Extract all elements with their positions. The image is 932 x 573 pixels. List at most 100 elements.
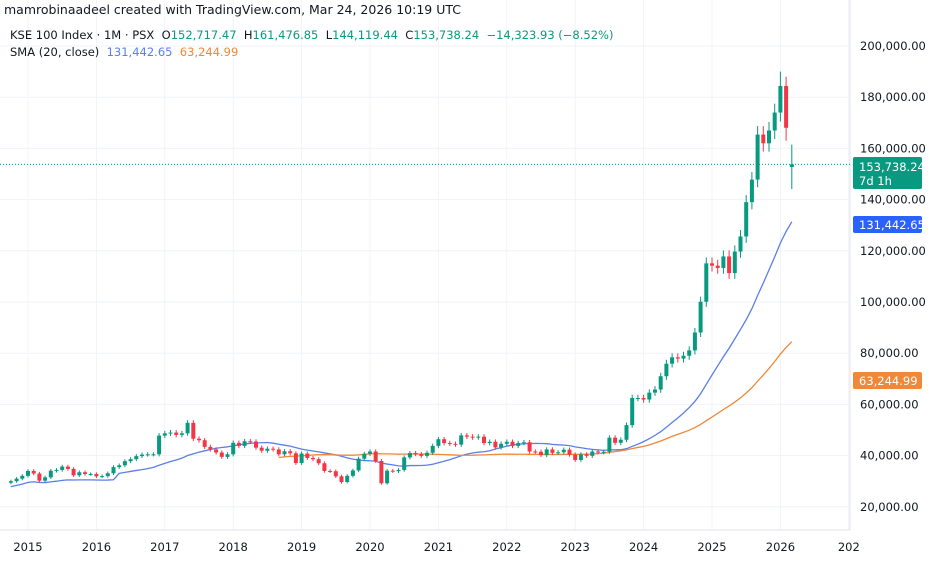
candle-body (721, 256, 726, 268)
candle-body (117, 465, 122, 468)
time-tick-label: 2018 (219, 540, 248, 554)
candle-body (430, 445, 435, 453)
candle-body (624, 425, 629, 440)
candle-body (145, 454, 150, 456)
candle-body (185, 422, 190, 434)
candle-body (704, 263, 709, 302)
candle-body (419, 454, 424, 456)
candle-body (311, 457, 315, 460)
candle-body (521, 442, 526, 444)
candle-body (282, 451, 287, 455)
candle-body (573, 454, 578, 460)
high-prefix: H (243, 28, 253, 42)
indicator-name[interactable]: SMA (20, close) (10, 45, 100, 59)
candle-body (789, 164, 794, 168)
candle-body (14, 478, 19, 482)
price-labels: 153,738.24 7d 1h 131,442.65 63,244.99 (853, 157, 925, 389)
candle-body (350, 470, 355, 476)
candle-body (635, 398, 640, 399)
sma-slow-line (278, 341, 793, 459)
candle-body (225, 454, 230, 457)
candle-body (698, 301, 703, 333)
candle-body (499, 443, 504, 448)
candle-body (556, 452, 561, 454)
candle-body (48, 470, 53, 478)
candle-body (94, 474, 99, 477)
candle-body (681, 355, 686, 359)
time-tick-label: 2017 (150, 540, 179, 554)
candle-body (567, 449, 572, 455)
candle-body (299, 453, 304, 464)
candle-body (77, 472, 82, 476)
candle-body (778, 85, 783, 113)
candle-body (738, 236, 743, 252)
legend: KSE 100 Index · 1M · PSX O152,717.47 H16… (10, 27, 613, 61)
candle-body (128, 459, 133, 462)
candle-body (493, 441, 498, 448)
sma-fast-label: 131,442.65 (859, 218, 925, 232)
price-tick-label: 60,000.00 (860, 397, 919, 411)
candle-body (191, 422, 196, 439)
candle-body (453, 443, 458, 445)
candle-body (510, 441, 515, 446)
candle-body (487, 441, 492, 444)
symbol-name[interactable]: KSE 100 Index · 1M · PSX (10, 28, 155, 42)
sma-slow-label: 63,244.99 (859, 374, 918, 388)
close-prefix: C (405, 28, 414, 42)
candle-body (533, 451, 538, 453)
candle-body (174, 432, 179, 435)
time-axis[interactable]: 2015 2016 2017 2018 2019 2020 2021 2022 2023 2024… (13, 540, 859, 554)
candle-body (647, 392, 652, 400)
candle-body (761, 134, 766, 144)
candle-body (596, 451, 600, 453)
candle-body (710, 263, 714, 266)
candle-body (333, 471, 338, 477)
candle-body (248, 441, 253, 443)
time-tick-label: 2015 (13, 540, 42, 554)
candle-body (407, 453, 412, 458)
sma-slow-value: 63,244.99 (179, 45, 239, 59)
candle-body (345, 475, 350, 482)
candle-body (276, 449, 281, 455)
time-tick-label: 2025 (697, 540, 726, 554)
price-tick-label: 180,000.00 (860, 90, 926, 104)
sma-fast-value: 131,442.65 (106, 45, 173, 59)
candle-body (482, 436, 486, 444)
change-value: −14,323.93 (−8.52%) (486, 28, 614, 42)
candles (8, 71, 794, 485)
candle-body (630, 398, 635, 426)
price-axis[interactable]: 20,000.00 40,000.00 60,000.00 80,000.00 100,… (860, 39, 926, 514)
candle-body (744, 202, 749, 237)
price-tick-label: 140,000.00 (860, 193, 926, 207)
time-tick-label: 2021 (424, 540, 453, 554)
indicator-row: SMA (20, close) 131,442.65 63,244.99 (10, 44, 613, 61)
candle-body (88, 474, 93, 476)
candle-body (658, 376, 663, 390)
candle-body (447, 443, 452, 445)
candle-body (236, 442, 241, 446)
last-price-label: 153,738.24 (859, 160, 925, 174)
candle-body (772, 112, 777, 131)
candle-body (8, 481, 13, 483)
time-tick-label: 2023 (561, 540, 590, 554)
candle-body (293, 453, 298, 464)
candle-body (83, 472, 87, 475)
last-price-label-bg (853, 157, 922, 189)
candle-body (288, 451, 293, 454)
candle-body (373, 451, 378, 461)
candle-body (675, 357, 680, 359)
candle-body (584, 454, 589, 456)
candle-body (31, 470, 36, 474)
open-prefix: O (161, 28, 171, 42)
time-tick-label: 2016 (82, 540, 111, 554)
candle-body (613, 437, 618, 443)
candle-body (54, 469, 59, 471)
candle-body (402, 457, 407, 470)
candle-body (561, 449, 566, 453)
price-tick-label: 100,000.00 (860, 295, 926, 309)
candle-body (425, 452, 429, 456)
candle-body (214, 449, 219, 453)
sma-fast-line (10, 221, 793, 488)
candle-body (122, 461, 127, 466)
